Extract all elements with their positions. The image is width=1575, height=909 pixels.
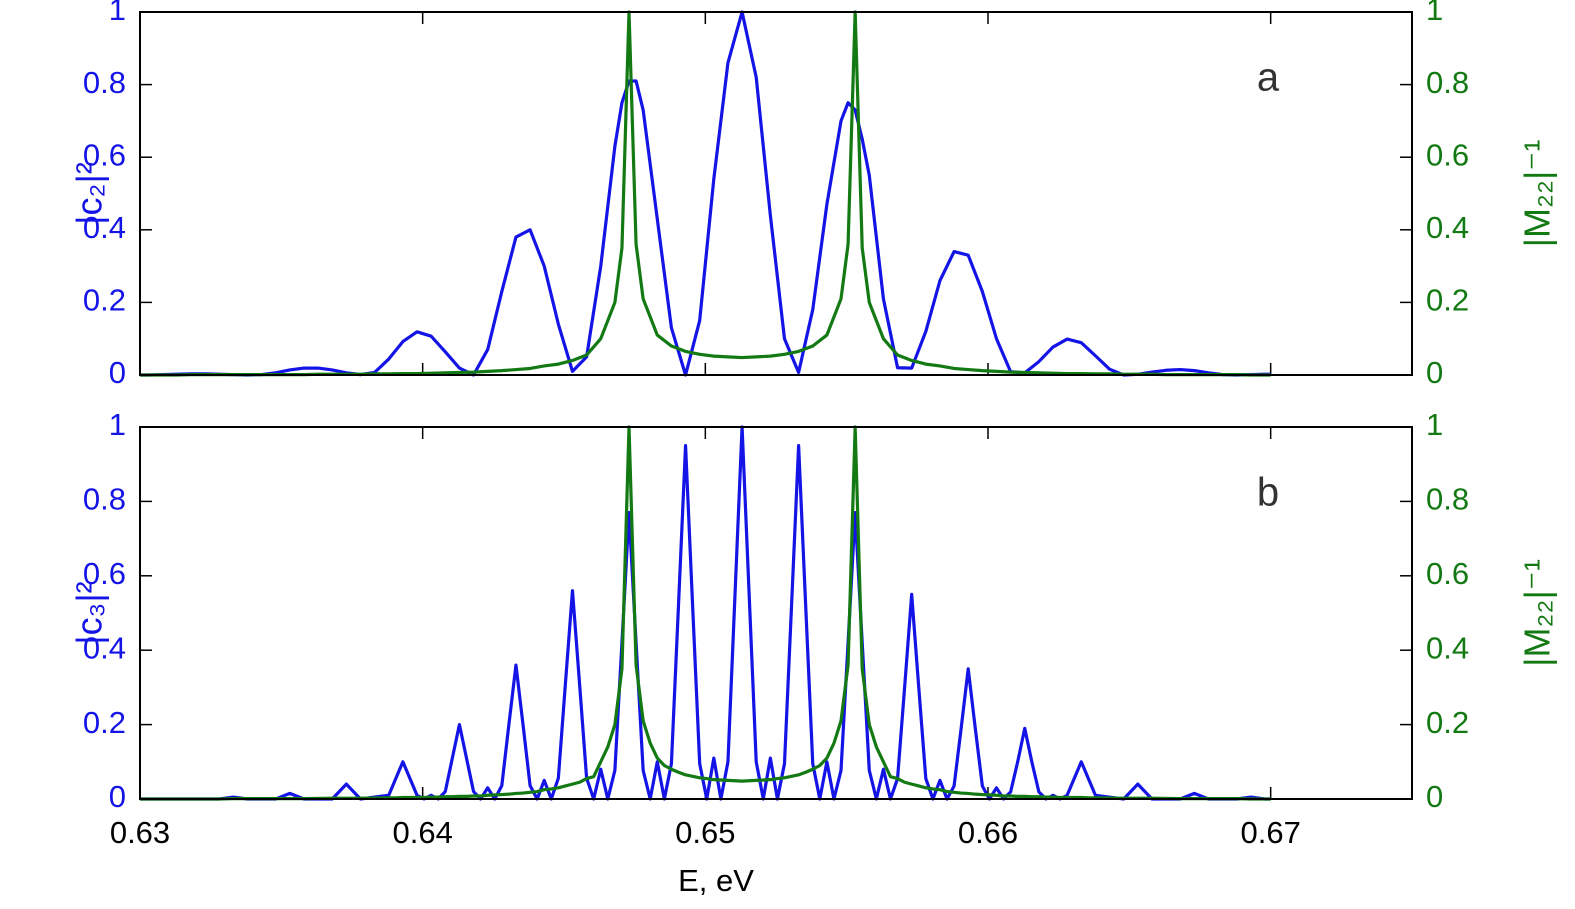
- y-tick-label: 0.8: [83, 482, 126, 517]
- y2-tick-label: 0: [1426, 355, 1443, 390]
- data-line: [140, 10, 1271, 377]
- y2-tick-label: 0.8: [1426, 482, 1469, 517]
- plot-frame: [139, 426, 1413, 800]
- y-tick-label: 0: [109, 779, 126, 814]
- y-tick-label: 0.2: [83, 705, 126, 740]
- y-tick-label: 1: [109, 0, 126, 27]
- y-axis-label: |c₃|²: [69, 581, 110, 644]
- plot-frame: [139, 11, 1413, 376]
- data-line: [140, 425, 1271, 801]
- y2-tick-label: 1: [1426, 0, 1443, 27]
- panel: 0 0.2 0.4 0.6 0.8 1 0 0.2 0.4 0.6 0.8 1 |c₂|² |M₂₂|⁻¹…: [69, 0, 1558, 390]
- x-tick-label: 0.64: [392, 815, 452, 850]
- y2-tick-label: 1: [1426, 407, 1443, 442]
- y2-tick-label: 0.8: [1426, 65, 1469, 100]
- y-tick-label: 0.2: [83, 283, 126, 318]
- x-tick-label: 0.66: [958, 815, 1018, 850]
- y2-tick-label: 0.2: [1426, 283, 1469, 318]
- y-tick-label: 0: [109, 355, 126, 390]
- data-line: [140, 10, 1271, 377]
- y2-tick-label: 0.6: [1426, 556, 1469, 591]
- y2-axis-label: |M₂₂|⁻¹: [1517, 140, 1558, 248]
- x-tick-label: 0.67: [1240, 815, 1300, 850]
- y2-tick-label: 0.4: [1426, 630, 1469, 665]
- y-tick-label: 0.4: [83, 630, 126, 665]
- y-tick-label: 0.6: [83, 556, 126, 591]
- y2-tick-label: 0.4: [1426, 210, 1469, 245]
- panel-label: a: [1257, 56, 1280, 100]
- x-tick-label: 0.65: [675, 815, 735, 850]
- panel: 0.63 0.64 0.65 0.66 0.67 0 0.2 0.4 0.6 0.8 1 0 0.2 0.…: [69, 407, 1558, 898]
- x-axis-label: E, eV: [678, 863, 754, 898]
- y-tick-label: 0.6: [83, 137, 126, 172]
- panel-label: b: [1257, 471, 1279, 515]
- y-axis-label: |c₂|²: [69, 162, 110, 225]
- y2-tick-label: 0.6: [1426, 137, 1469, 172]
- y-tick-label: 1: [109, 407, 126, 442]
- y-tick-label: 0.8: [83, 65, 126, 100]
- y2-tick-label: 0.2: [1426, 705, 1469, 740]
- y-tick-label: 0.4: [83, 210, 126, 245]
- y2-axis-label: |M₂₂|⁻¹: [1517, 559, 1558, 667]
- data-line: [140, 425, 1271, 801]
- x-tick-label: 0.63: [110, 815, 170, 850]
- y2-tick-label: 0: [1426, 779, 1443, 814]
